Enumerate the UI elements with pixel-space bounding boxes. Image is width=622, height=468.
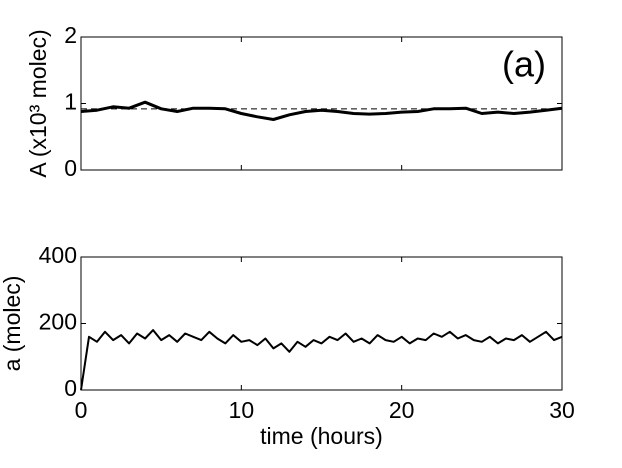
plot-frame bbox=[80, 256, 563, 391]
x-tick-label: 20 bbox=[389, 397, 415, 423]
y-tick-label: 0 bbox=[64, 375, 77, 401]
data-line bbox=[80, 329, 563, 391]
y-tick-label: 2 bbox=[64, 22, 77, 48]
y-axis-label: a (molec) bbox=[0, 276, 25, 372]
y-tick-label: 400 bbox=[39, 242, 77, 268]
y-tick-label: 200 bbox=[39, 309, 77, 335]
y-tick-label: 1 bbox=[64, 89, 77, 115]
x-tick-label: 30 bbox=[549, 397, 575, 423]
x-tick-label: 10 bbox=[229, 397, 255, 423]
plot-frame bbox=[80, 36, 563, 171]
y-tick-label: 0 bbox=[64, 155, 77, 181]
x-axis-label: time (hours) bbox=[260, 423, 383, 449]
panel-label: (a) bbox=[502, 44, 546, 85]
y-axis-label: A (x10³ molec) bbox=[25, 29, 51, 177]
x-tick-label: 0 bbox=[75, 397, 88, 423]
data-line bbox=[80, 100, 563, 121]
